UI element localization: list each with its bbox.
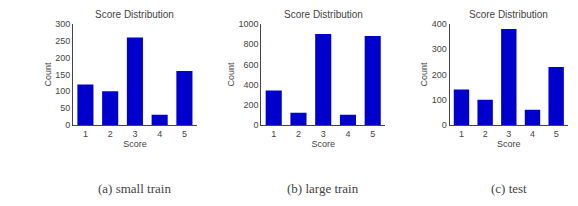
svg-text:0: 0 bbox=[442, 120, 447, 130]
svg-text:0: 0 bbox=[65, 120, 70, 130]
svg-text:1: 1 bbox=[271, 129, 276, 139]
svg-text:5: 5 bbox=[554, 129, 559, 139]
svg-text:(b) large train: (b) large train bbox=[287, 181, 359, 196]
svg-text:1000: 1000 bbox=[239, 19, 259, 29]
svg-text:Count: Count bbox=[226, 62, 236, 87]
svg-text:50: 50 bbox=[60, 103, 70, 113]
svg-text:Score: Score bbox=[123, 139, 147, 149]
svg-text:2: 2 bbox=[483, 129, 488, 139]
svg-text:Score Distribution: Score Distribution bbox=[284, 9, 363, 20]
svg-text:3: 3 bbox=[132, 129, 137, 139]
svg-text:250: 250 bbox=[55, 36, 70, 46]
svg-text:200: 200 bbox=[432, 70, 447, 80]
svg-text:5: 5 bbox=[370, 129, 375, 139]
svg-text:Count: Count bbox=[419, 62, 429, 87]
svg-text:300: 300 bbox=[55, 19, 70, 29]
svg-text:400: 400 bbox=[244, 80, 259, 90]
svg-text:3: 3 bbox=[506, 129, 511, 139]
svg-text:4: 4 bbox=[157, 129, 162, 139]
svg-text:(a) small train: (a) small train bbox=[98, 181, 171, 196]
svg-text:1: 1 bbox=[83, 129, 88, 139]
svg-text:600: 600 bbox=[244, 60, 259, 70]
svg-text:Count: Count bbox=[43, 62, 53, 87]
svg-text:3: 3 bbox=[321, 129, 326, 139]
svg-text:4: 4 bbox=[345, 129, 350, 139]
svg-text:300: 300 bbox=[432, 44, 447, 54]
svg-text:4: 4 bbox=[530, 129, 535, 139]
svg-text:400: 400 bbox=[432, 19, 447, 29]
svg-text:100: 100 bbox=[55, 86, 70, 96]
svg-text:(c) test: (c) test bbox=[491, 181, 527, 196]
svg-text:Score Distribution: Score Distribution bbox=[469, 9, 548, 20]
svg-text:Score: Score bbox=[311, 139, 335, 149]
svg-text:200: 200 bbox=[244, 100, 259, 110]
svg-text:100: 100 bbox=[432, 95, 447, 105]
svg-text:1: 1 bbox=[459, 129, 464, 139]
svg-text:0: 0 bbox=[254, 120, 259, 130]
svg-text:150: 150 bbox=[55, 70, 70, 80]
svg-text:5: 5 bbox=[182, 129, 187, 139]
svg-text:2: 2 bbox=[108, 129, 113, 139]
svg-text:800: 800 bbox=[244, 39, 259, 49]
svg-text:Score Distribution: Score Distribution bbox=[95, 9, 174, 20]
svg-text:Score: Score bbox=[497, 139, 521, 149]
svg-text:200: 200 bbox=[55, 53, 70, 63]
svg-text:2: 2 bbox=[296, 129, 301, 139]
